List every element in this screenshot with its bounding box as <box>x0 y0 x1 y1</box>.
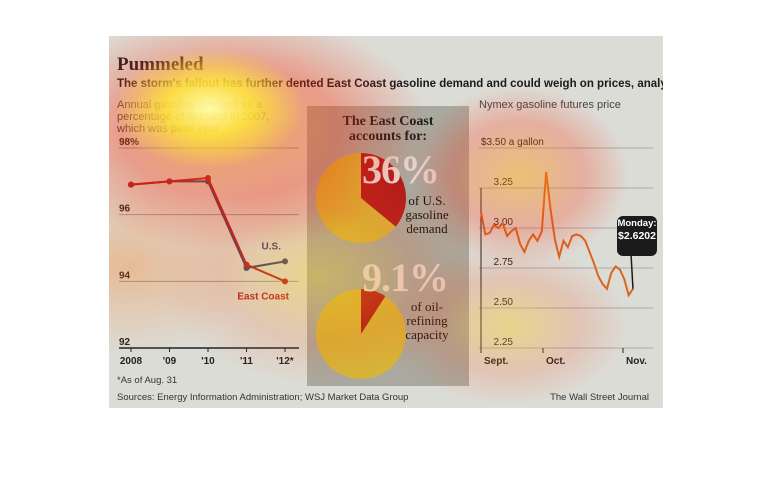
subtitle: The storm's fallout has further dented E… <box>117 78 663 90</box>
series-label-east-coast: East Coast <box>237 291 289 302</box>
y-tick-label: 94 <box>119 270 131 281</box>
y-tick-label: 2.50 <box>494 297 514 308</box>
stat1-desc-line: gasoline <box>405 207 449 222</box>
stat1-desc: of U.S. gasoline demand <box>387 194 467 236</box>
callout-line: Monday: <box>617 218 657 229</box>
left-chart-label-line: which was peak year <box>117 123 220 135</box>
data-point <box>282 258 288 265</box>
futures-price-line <box>480 171 634 298</box>
y-tick-label: 3.25 <box>494 177 514 188</box>
y-tick-label: $3.50 a gallon <box>481 137 544 148</box>
x-tick-label: '11 <box>240 356 253 367</box>
stat1-desc-line: demand <box>406 221 448 236</box>
left-chart-label-line: Annual gasoline demand as a <box>117 99 262 111</box>
x-tick-label: '12* <box>276 356 294 367</box>
y-tick-label: 92 <box>119 337 131 348</box>
y-tick-label: 98% <box>119 137 139 148</box>
x-tick-label: Oct. <box>546 356 566 367</box>
y-tick-label: 2.25 <box>494 337 514 348</box>
stat2-desc-line: refining <box>406 313 448 328</box>
data-point <box>128 181 134 188</box>
right-chart-label: Nymex gasoline futures price <box>479 99 621 111</box>
panel-heading-line: accounts for: <box>348 129 428 144</box>
monday-callout: Monday: $2.6202 <box>617 216 657 256</box>
infographic: Pummeled The storm's fallout has further… <box>109 36 663 408</box>
x-tick-label: Nov. <box>626 356 647 367</box>
y-tick-label: 2.75 <box>494 257 514 268</box>
series-label-us: U.S. <box>262 241 282 252</box>
east-coast-panel: The East Coast accounts for: 36% of U.S.… <box>307 106 469 386</box>
data-point <box>166 178 173 185</box>
x-tick-label: Sept. <box>484 356 509 367</box>
y-tick-label: 96 <box>119 204 131 215</box>
callout-line: $2.6202 <box>618 230 656 242</box>
stat1-value: 36% <box>362 147 440 192</box>
data-point <box>282 278 288 285</box>
left-chart-label: Annual gasoline demand as a percentage o… <box>117 99 269 135</box>
data-point <box>243 261 250 268</box>
sources: Sources: Energy Information Administrati… <box>117 392 409 403</box>
stat2-desc: of oil- refining capacity <box>387 300 467 342</box>
panel-heading: The East Coast accounts for: <box>307 114 469 144</box>
callout-pointer <box>630 253 634 289</box>
x-tick-label: 2008 <box>120 356 143 367</box>
panel-heading-line: The East Coast <box>342 114 434 129</box>
x-tick-label: '09 <box>163 356 177 367</box>
stat2-desc-line: capacity <box>405 327 449 342</box>
page-title: Pummeled <box>117 54 204 75</box>
stat1-desc-line: of U.S. <box>408 193 446 208</box>
data-point <box>205 175 211 181</box>
stat2-desc-line: of oil- <box>410 299 444 314</box>
demand-line-chart: 98% 96 94 92 2008 '09 '10 '11 '12* U.S. East Coast <box>119 137 299 367</box>
left-chart-label-line: percentage of demand in 2007, <box>117 111 270 123</box>
credit: The Wall Street Journal <box>550 392 649 403</box>
stat2-value: 9.1% <box>362 255 449 300</box>
x-tick-label: '10 <box>201 356 215 367</box>
footnote: *As of Aug. 31 <box>117 375 178 386</box>
series-line-us <box>130 180 286 270</box>
